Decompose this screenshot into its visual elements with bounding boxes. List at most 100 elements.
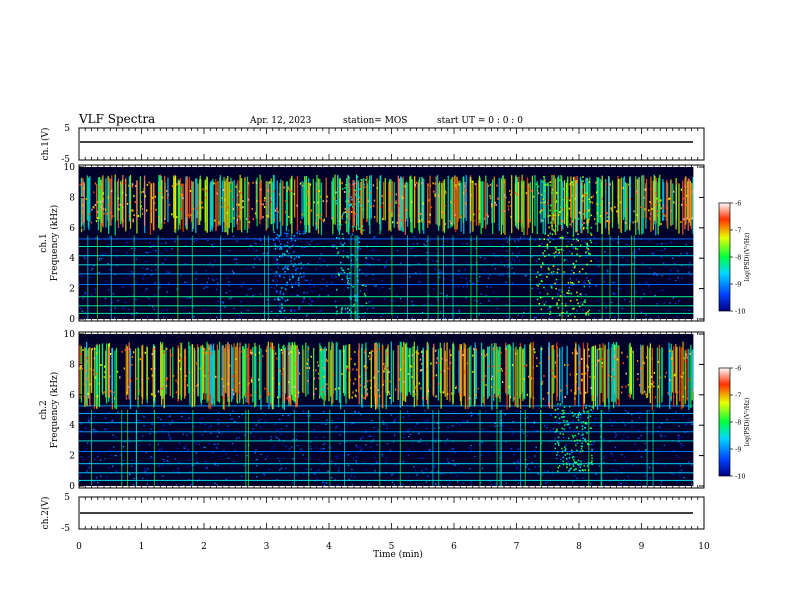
spectrogram-event-cell bbox=[549, 209, 551, 212]
spectrogram-cell bbox=[468, 451, 471, 453]
spectrogram-cell bbox=[589, 286, 591, 288]
spectrogram-cell bbox=[297, 391, 300, 394]
spectrogram-cell bbox=[473, 347, 475, 350]
spectrogram-cell bbox=[555, 376, 557, 379]
spectrogram-streak bbox=[188, 177, 190, 219]
spectrogram-cell bbox=[601, 362, 604, 364]
spectrogram-event-cell bbox=[586, 192, 588, 195]
spectrogram-cell bbox=[149, 251, 151, 253]
spectrogram-cell bbox=[163, 316, 165, 318]
spectrogram-cell bbox=[683, 357, 685, 360]
spectrogram-cell bbox=[581, 240, 583, 242]
spectrogram-cell bbox=[571, 270, 573, 272]
spectrogram-cell bbox=[556, 354, 559, 357]
spectrogram-cell bbox=[644, 475, 646, 477]
spectrogram-cell bbox=[167, 282, 170, 284]
spectrogram-cell bbox=[448, 318, 451, 319]
spectrogram-cell bbox=[375, 461, 378, 463]
spectrogram-streak bbox=[380, 175, 382, 231]
ch1-ylabel-channel: ch.1 bbox=[39, 233, 49, 252]
spectrogram-spike bbox=[561, 235, 563, 319]
spectrogram-event-cell bbox=[584, 427, 586, 429]
spectrogram-event-cell bbox=[356, 265, 359, 268]
spectrogram-cell bbox=[192, 207, 195, 210]
spectrogram-cell bbox=[612, 368, 614, 371]
spectrogram-streak bbox=[211, 181, 213, 232]
spectrogram-cell bbox=[205, 352, 208, 354]
spectrogram-event-cell bbox=[299, 272, 301, 275]
spectrogram-cell bbox=[494, 484, 496, 486]
spectrogram-cell bbox=[126, 348, 129, 351]
spectrogram-cell bbox=[677, 441, 680, 443]
spectrogram-cell bbox=[466, 285, 469, 287]
spectrogram-event-cell bbox=[588, 309, 590, 312]
spectrogram-streak bbox=[446, 342, 448, 400]
spectrogram-cell bbox=[166, 377, 168, 380]
spectrogram-cell bbox=[137, 397, 139, 400]
spectrogram-cell bbox=[239, 479, 241, 481]
spectrogram-streak bbox=[268, 347, 270, 409]
spectrogram-cell bbox=[188, 214, 190, 217]
spectrogram-cell bbox=[143, 425, 145, 427]
spectrogram-cell bbox=[259, 359, 261, 362]
spectrogram-streak bbox=[562, 181, 564, 230]
spectrogram-streak bbox=[233, 343, 235, 394]
spectrogram-cell bbox=[440, 473, 443, 475]
spectrogram-streak bbox=[574, 348, 576, 406]
spectrogram-cell bbox=[330, 447, 333, 449]
spectrogram-cell bbox=[413, 304, 416, 306]
spectrogram-cell bbox=[418, 281, 420, 283]
spectrogram-streak bbox=[544, 182, 546, 235]
spectrogram-spike bbox=[308, 410, 310, 486]
ytick-label: 6 bbox=[69, 391, 75, 401]
spectrogram-cell bbox=[605, 307, 607, 309]
spectrogram-cell bbox=[230, 297, 233, 299]
spectrogram-cell bbox=[355, 256, 357, 258]
spectrogram-event-cell bbox=[572, 184, 574, 186]
spectrogram-cell bbox=[136, 312, 138, 314]
spectrogram-cell bbox=[691, 420, 693, 423]
spectrogram-cell bbox=[300, 448, 302, 450]
spectrogram-cell bbox=[592, 195, 594, 198]
spectrogram-cell bbox=[395, 201, 397, 204]
spectrogram-cell bbox=[323, 436, 325, 438]
spectrogram-cell bbox=[89, 383, 91, 386]
spectrogram-event-cell bbox=[550, 271, 553, 274]
spectrogram-cell bbox=[596, 191, 598, 194]
spectrogram-cell bbox=[470, 264, 473, 266]
spectrogram-event-cell bbox=[544, 184, 546, 186]
spectrogram-cell bbox=[552, 428, 555, 430]
spectrogram-event-cell bbox=[568, 457, 571, 459]
spectrogram-cell bbox=[270, 439, 272, 441]
spectrogram-event-cell bbox=[554, 210, 556, 212]
spectrogram-cell bbox=[409, 276, 411, 278]
spectrogram-cell bbox=[603, 375, 605, 377]
spectrogram-cell bbox=[129, 474, 131, 476]
spectrogram-event-cell bbox=[547, 234, 550, 237]
spectrogram-cell bbox=[246, 294, 248, 296]
spectrogram-event-cell bbox=[347, 256, 350, 259]
spectrogram-streak bbox=[540, 179, 542, 223]
spectrogram-streak bbox=[200, 179, 202, 221]
spectrogram-cell bbox=[511, 252, 514, 254]
spectrogram-cell bbox=[276, 207, 278, 209]
spectrogram-cell bbox=[79, 480, 81, 482]
spectrogram-event-cell bbox=[590, 241, 593, 244]
spectrogram-event-cell bbox=[300, 267, 302, 270]
spectrogram-cell bbox=[224, 306, 226, 308]
spectrogram-cell bbox=[359, 438, 362, 440]
spectrogram-event-cell bbox=[585, 251, 587, 253]
spectrogram-cell bbox=[132, 209, 134, 212]
spectrogram-cell bbox=[79, 183, 81, 186]
spectrogram-streak bbox=[322, 349, 324, 400]
spectrogram-cell bbox=[511, 448, 513, 450]
spectrogram-cell bbox=[221, 377, 223, 380]
spectrogram-cell bbox=[679, 474, 681, 476]
spectrogram-cell bbox=[211, 244, 213, 246]
spectrogram-cell bbox=[121, 464, 123, 466]
spectrogram-event-cell bbox=[564, 446, 566, 449]
spectrogram-cell bbox=[547, 471, 549, 473]
spectrogram-cell bbox=[176, 216, 178, 219]
spectrogram-cell bbox=[571, 266, 574, 268]
spectrogram-cell bbox=[545, 289, 547, 291]
